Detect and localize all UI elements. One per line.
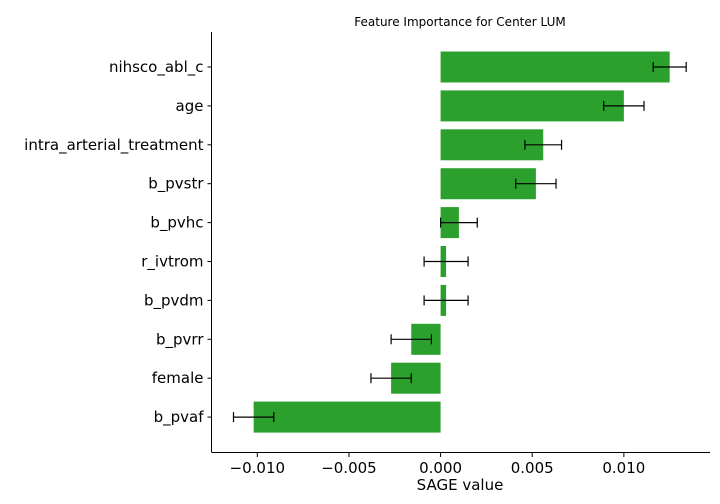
error-bar-b_pvhc (439, 217, 478, 228)
y-tick-label-age: age (176, 97, 204, 115)
y-tick-label-r_ivtrom: r_ivtrom (141, 253, 203, 272)
x-axis-label: SAGE value (417, 476, 504, 494)
y-tick-label-nihsco_abl_c: nihsco_abl_c (109, 58, 204, 77)
y-tick-label-intra_arterial_treatment: intra_arterial_treatment (24, 136, 203, 155)
error-bar-b_pvrr (390, 334, 433, 345)
error-bar-b_pvdm (423, 295, 469, 306)
bar-nihsco_abl_c (440, 51, 670, 83)
y-tick-label-b_pvdm: b_pvdm (144, 291, 204, 310)
error-bar-nihsco_abl_c (652, 62, 687, 72)
error-bar-age (603, 100, 645, 111)
y-tick-label-female: female (152, 369, 204, 387)
y-tick-label-b_pvstr: b_pvstr (148, 175, 204, 194)
x-tick-label: −0.010 (230, 459, 286, 477)
error-bar-b_pvaf (232, 412, 275, 423)
x-tick-label: 0.005 (511, 459, 554, 477)
y-tick-label-b_pvhc: b_pvhc (150, 214, 203, 233)
bar-b_pvaf (253, 401, 441, 433)
y-tick-label-b_pvaf: b_pvaf (154, 408, 205, 427)
error-bar-intra_arterial_treatment (524, 139, 563, 150)
chart-title: Feature Importance for Center LUM (354, 15, 565, 29)
plot-area (232, 51, 687, 433)
x-axis-ticks: −0.010 −0.005 0.000 0.005 0.010 (230, 452, 645, 477)
x-tick-label: 0.010 (602, 459, 645, 477)
bar-age (440, 90, 624, 122)
error-bar-female (370, 373, 412, 384)
y-tick-label-b_pvrr: b_pvrr (156, 330, 204, 349)
error-bar-r_ivtrom (423, 256, 469, 267)
error-bar-b_pvstr (515, 178, 557, 189)
x-tick-label: 0.000 (419, 459, 462, 477)
x-tick-label: −0.005 (321, 459, 377, 477)
